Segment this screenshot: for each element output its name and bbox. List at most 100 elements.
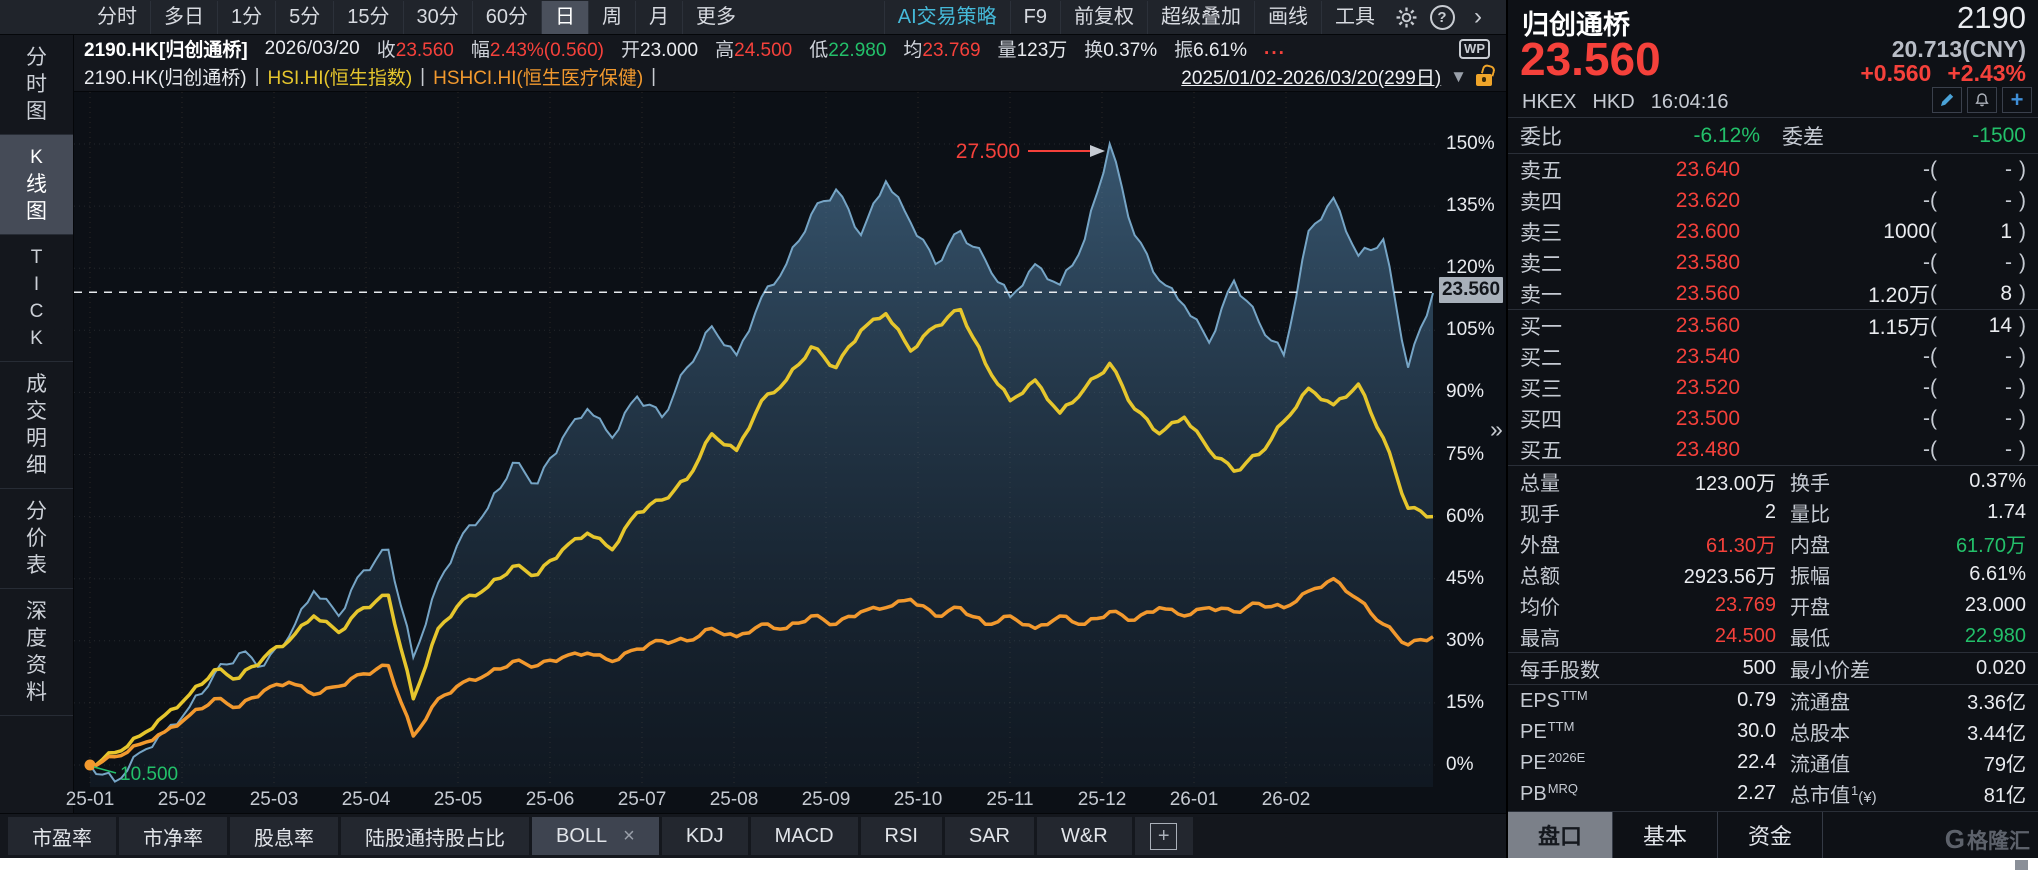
quote-field-value: 0.37% — [1103, 40, 1158, 61]
period-1分[interactable]: 1分 — [217, 0, 275, 34]
tab-基本[interactable]: 基本 — [1613, 812, 1719, 858]
order-row-ask-1[interactable]: 卖五 23.640-(-) — [1508, 154, 2038, 185]
order-row-bid-3[interactable]: 买三 23.520-(-) — [1508, 372, 2038, 403]
order-row-ask-3[interactable]: 卖三 23.600 1000(1) — [1508, 216, 2038, 247]
period-15分[interactable]: 15分 — [333, 0, 402, 34]
chart-area[interactable]: 10.500 27.500 150% 135% 120% 105% 90% 75% 60% 45… — [74, 92, 1506, 787]
order-count: (-) — [1930, 158, 2026, 182]
action-超级叠加[interactable]: 超级叠加 — [1147, 0, 1254, 34]
order-price: 23.560 — [1675, 281, 1740, 305]
sidebar-char: T — [30, 247, 43, 268]
indicator-市净率[interactable]: 市净率 — [119, 817, 227, 855]
x-label-25-01: 25-01 — [65, 789, 115, 810]
edit-pencil-icon[interactable] — [1932, 87, 1962, 113]
y-tick-120%: 120% — [1446, 257, 1495, 278]
period-60分[interactable]: 60分 — [471, 0, 541, 34]
stat-label: 换手 — [1790, 473, 1830, 495]
sidebar-char: 时 — [26, 73, 47, 96]
order-row-bid-2[interactable]: 买二 23.540-(-) — [1508, 341, 2038, 372]
order-row-ask-2[interactable]: 卖四 23.620-(-) — [1508, 185, 2038, 216]
tab-盘口[interactable]: 盘口 — [1508, 812, 1614, 858]
action-画线[interactable]: 画线 — [1254, 0, 1321, 34]
x-label-25-08: 25-08 — [709, 789, 759, 810]
order-row-ask-4[interactable]: 卖二 23.580-(-) — [1508, 247, 2038, 278]
action-group: AI交易策略 F9 前复权 超级叠加 画线 工具 — [883, 0, 1388, 34]
arrow-right-icon — [1090, 145, 1105, 157]
paren-close: ) — [2019, 219, 2026, 243]
indicator-BOLL[interactable]: BOLL × — [532, 817, 659, 855]
chevron-right-icon[interactable]: › — [1474, 3, 1482, 30]
indicator-MACD[interactable]: MACD — [750, 817, 858, 855]
add-plus-icon[interactable]: + — [2002, 87, 2032, 113]
sidebar-item-成交明细[interactable]: 成交明细 — [0, 362, 73, 489]
order-count: (1) — [1930, 220, 2026, 244]
weibi-row: 委比 -6.12% 委差 -1500 — [1508, 118, 2038, 154]
stat-value: 24.500 — [1714, 625, 1776, 647]
order-row-bid-4[interactable]: 买四 23.500-(-) — [1508, 403, 2038, 434]
period-分时[interactable]: 分时 — [97, 5, 137, 28]
period-多日[interactable]: 多日 — [150, 0, 217, 34]
quote-field-label: 均 — [903, 40, 923, 61]
more-dots[interactable]: ... — [1264, 37, 1286, 59]
action-AI交易策略[interactable]: AI交易策略 — [883, 0, 1010, 34]
sidebar-char: 图 — [26, 100, 47, 123]
indicator-股息率[interactable]: 股息率 — [230, 817, 338, 855]
indicator-label: BOLL — [556, 824, 608, 847]
period-更多[interactable]: 更多 — [682, 0, 749, 34]
quote-time: 16:04:16 — [1650, 91, 1729, 113]
stat-label: 每手股数 — [1520, 660, 1600, 682]
period-周[interactable]: 周 — [588, 0, 635, 34]
close-icon[interactable]: × — [623, 824, 635, 847]
x-label-26-01: 26-01 — [1169, 789, 1219, 810]
settings-gear-icon[interactable] — [1388, 6, 1424, 29]
overlay-symbol-2[interactable]: HSHCI.HI(恒生医疗保健) — [433, 68, 644, 89]
sidebar-char: K — [30, 147, 43, 168]
sidebar-item-分时图[interactable]: 分时图 — [0, 35, 73, 135]
help-icon[interactable]: ? — [1424, 4, 1460, 30]
overlay-symbol-0[interactable]: 2190.HK(归创通桥) — [84, 68, 247, 89]
indicator-RSI[interactable]: RSI — [860, 817, 942, 855]
panel-collapse-icon[interactable]: » — [1490, 416, 1503, 442]
period-月[interactable]: 月 — [635, 0, 682, 34]
unlock-icon[interactable] — [1476, 73, 1492, 86]
action-工具[interactable]: 工具 — [1321, 0, 1388, 34]
period-30分[interactable]: 30分 — [402, 0, 472, 34]
stat-value: 123.00万 — [1694, 473, 1776, 495]
action-前复权[interactable]: 前复权 — [1060, 0, 1147, 34]
sidebar-item-分价表[interactable]: 分价表 — [0, 489, 73, 589]
paren-open: ( — [1930, 313, 1937, 337]
tab-资金[interactable]: 资金 — [1718, 812, 1824, 858]
sidebar-char: 交 — [26, 400, 47, 423]
quote-field-value: 123万 — [1016, 40, 1068, 61]
period-5分[interactable]: 5分 — [275, 0, 333, 34]
wp-window-icon[interactable]: WP — [1459, 38, 1490, 59]
order-row-bid-1[interactable]: 买一 23.560 1.15万(14) — [1508, 310, 2038, 341]
stat-row-现手: 现手 2 量比 1.74 — [1508, 497, 2038, 528]
indicator-KDJ[interactable]: KDJ — [661, 817, 748, 855]
y-tick-60%: 60% — [1446, 506, 1485, 527]
sidebar-item-深度资料[interactable]: 深度资料 — [0, 589, 73, 716]
indicator-市盈率[interactable]: 市盈率 — [8, 817, 116, 855]
low-price-annotation: 10.500 — [120, 764, 178, 785]
date-range[interactable]: 2025/01/02-2026/03/20(299日) — [1181, 68, 1442, 89]
period-日[interactable]: 日 — [541, 0, 588, 34]
indicator-陆股通持股占比[interactable]: 陆股通持股占比 — [341, 817, 529, 855]
add-indicator-button[interactable]: + — [1134, 817, 1193, 855]
cny-price: 20.713(CNY) — [1891, 36, 2026, 62]
order-row-ask-5[interactable]: 卖一 23.560 1.20万(8) — [1508, 278, 2038, 309]
indicator-label: W&R — [1061, 824, 1108, 847]
stat-value: 3.44亿 — [1967, 723, 2026, 745]
indicator-W&R[interactable]: W&R — [1037, 817, 1132, 855]
order-row-bid-5[interactable]: 买五 23.480-(-) — [1508, 434, 2038, 465]
order-price: 23.500 — [1675, 406, 1740, 430]
overlay-symbol-1[interactable]: HSI.HI(恒生指数) — [267, 68, 413, 89]
alert-bell-icon[interactable] — [1967, 87, 1997, 113]
dropdown-caret-icon[interactable]: ▼ — [1450, 66, 1467, 86]
stock-name: 归创通桥 — [1522, 10, 1630, 40]
indicator-SAR[interactable]: SAR — [944, 817, 1034, 855]
stat-value: 23.769 — [1714, 594, 1776, 616]
action-F9[interactable]: F9 — [1009, 0, 1060, 34]
